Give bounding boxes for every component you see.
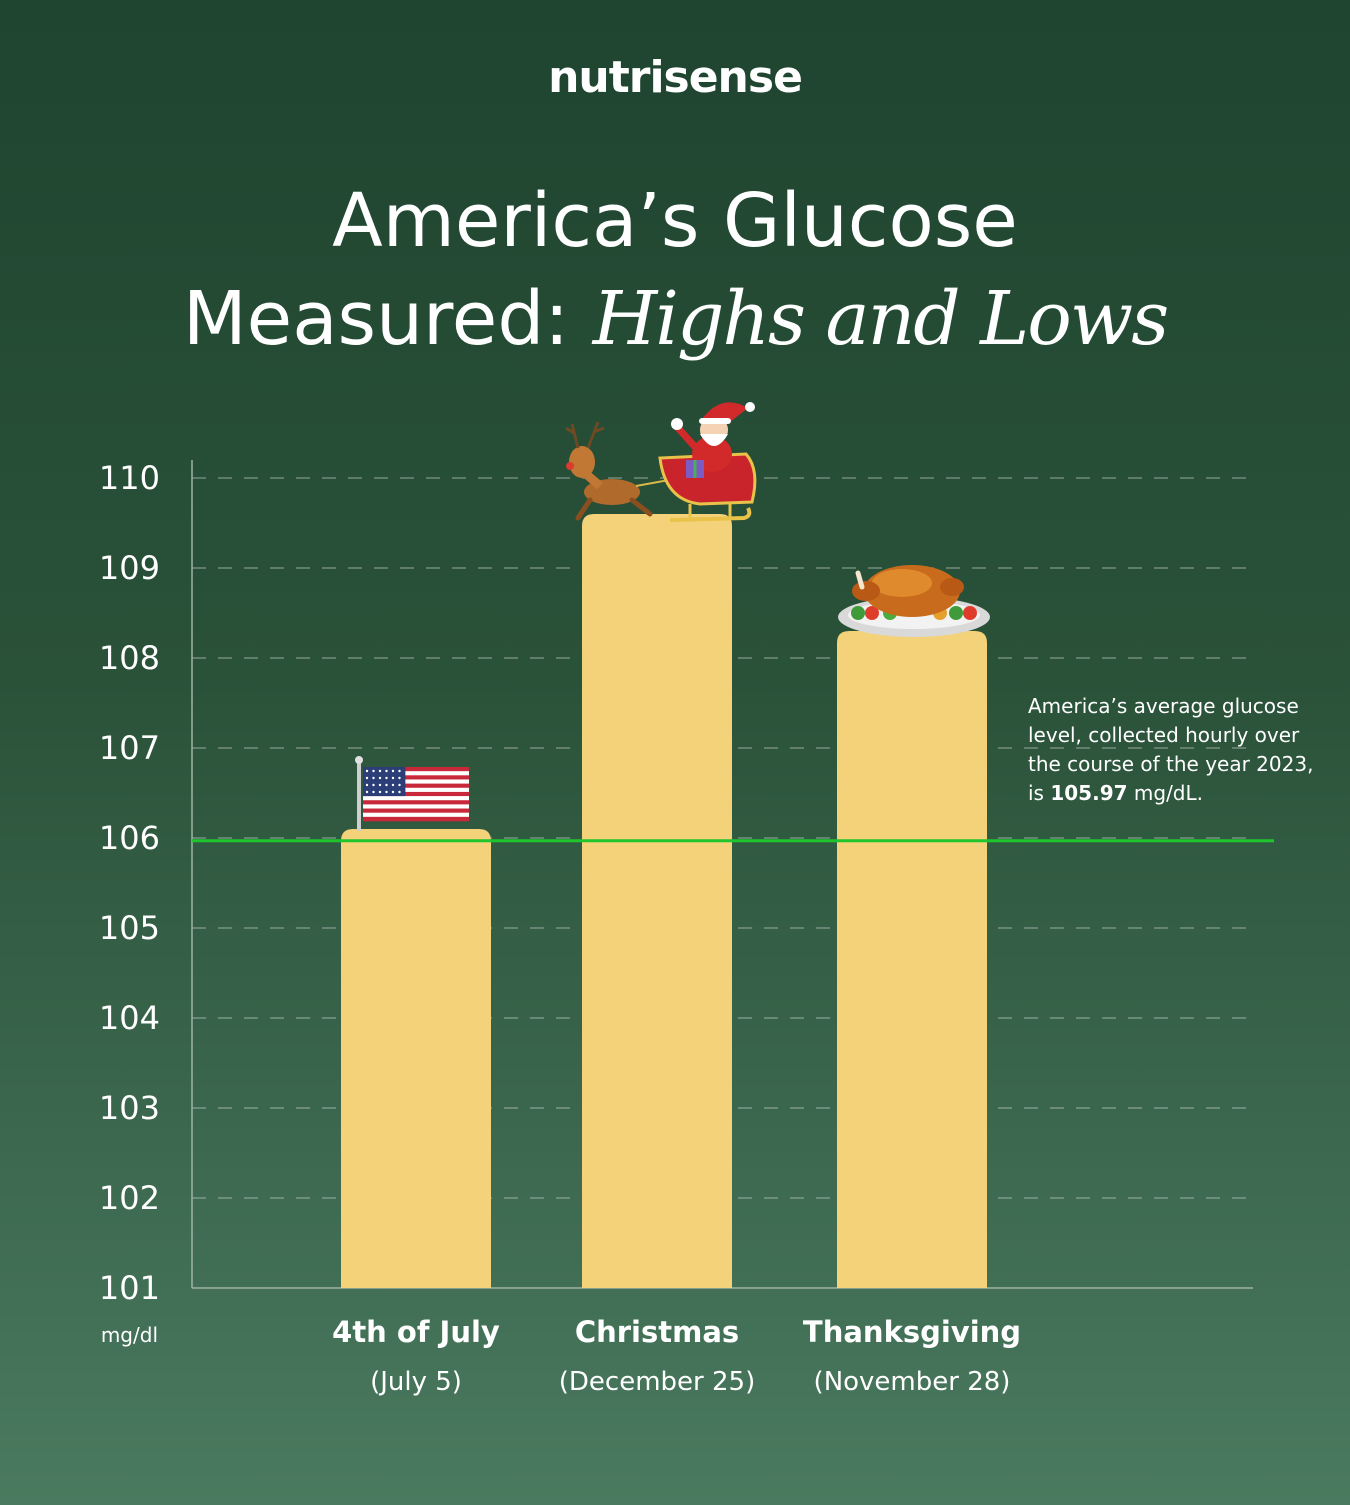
title-prefix: Measured:: [182, 276, 570, 362]
title-italic: Highs and Lows: [592, 276, 1169, 362]
y-tick-label: 103: [99, 1089, 160, 1127]
y-tick-label: 104: [99, 999, 160, 1037]
y-axis-unit-label: mg/dl: [101, 1323, 158, 1347]
x-category-label: Christmas: [575, 1315, 739, 1349]
bar-4th-of-july: [341, 829, 491, 1288]
bar-thanksgiving: [837, 631, 987, 1288]
x-category-sublabel: (July 5): [370, 1367, 462, 1397]
title-line-2: Measured: Highs and Lows: [0, 270, 1350, 368]
santa-sleigh-icon: [565, 402, 757, 522]
y-tick-label: 102: [99, 1179, 160, 1217]
page-title: America’s Glucose Measured: Highs and Lo…: [0, 172, 1350, 368]
y-tick-label: 101: [99, 1269, 160, 1307]
annotation-unit: mg/dL.: [1133, 781, 1204, 805]
y-tick-label: 105: [99, 909, 160, 947]
y-tick-label: 107: [99, 729, 160, 767]
x-category-sublabel: (December 25): [559, 1367, 755, 1397]
roast-turkey-icon: [838, 565, 990, 637]
x-category-sublabel: (November 28): [814, 1367, 1011, 1397]
y-tick-label: 110: [99, 459, 160, 497]
brand-logo: nutrisense: [548, 52, 803, 103]
annotation-text: America’s average glucose level, collect…: [1028, 694, 1314, 805]
title-line-1: America’s Glucose: [332, 178, 1018, 264]
x-category-label: 4th of July: [332, 1315, 500, 1349]
y-tick-label: 108: [99, 639, 160, 677]
average-annotation: America’s average glucose level, collect…: [1028, 692, 1328, 808]
x-category-label: Thanksgiving: [803, 1315, 1021, 1349]
y-tick-label: 109: [99, 549, 160, 587]
y-tick-label: 106: [99, 819, 160, 857]
annotation-value: 105.97: [1050, 781, 1128, 805]
us-flag-icon: [355, 756, 469, 831]
bar-christmas: [582, 514, 732, 1288]
